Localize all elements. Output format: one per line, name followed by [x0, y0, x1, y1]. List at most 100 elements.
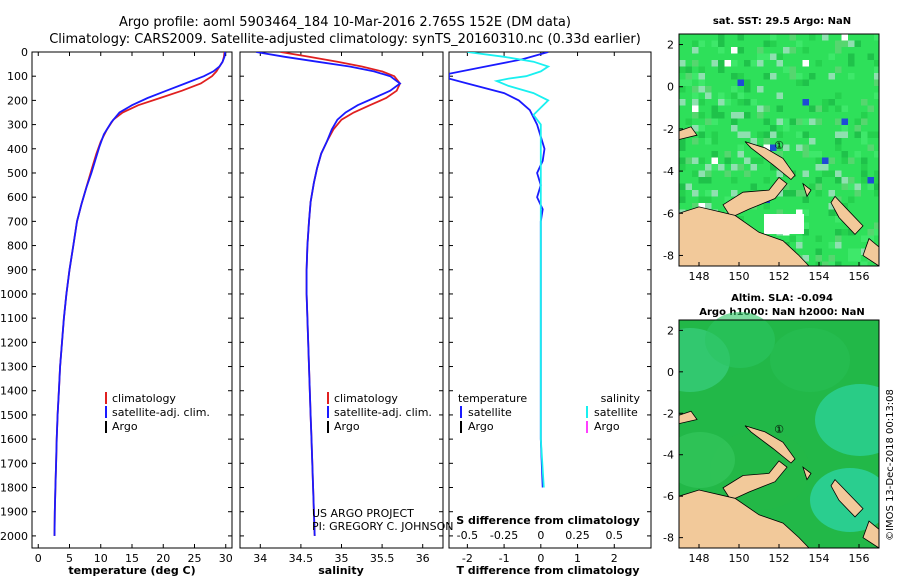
- x-tick-label: -2: [462, 552, 473, 565]
- x-tick-label: 35: [335, 552, 349, 565]
- difference-depth-ticks: [449, 51, 651, 537]
- sst-cell: [867, 131, 874, 138]
- sst-cell: [848, 73, 855, 80]
- land-1: [679, 206, 810, 266]
- sst-cell: [737, 47, 744, 54]
- sst-cell: [835, 131, 842, 138]
- sst-land: [679, 126, 879, 266]
- sst-cell: [848, 79, 855, 86]
- sst-cell: [835, 47, 842, 54]
- sst-cell: [828, 157, 835, 164]
- lon-tick-label: 152: [769, 552, 790, 565]
- sst-cell: [802, 229, 809, 236]
- sst-cell: [705, 138, 712, 145]
- sst-cell: [809, 73, 816, 80]
- depth-tick-label: 400: [7, 143, 28, 156]
- sst-cell: [737, 73, 744, 80]
- sst-cell: [711, 60, 718, 67]
- sst-cell: [874, 92, 879, 99]
- sst-cell: [828, 53, 835, 60]
- sst-cell: [770, 73, 777, 80]
- sst-cell: [698, 131, 705, 138]
- sst-cell: [848, 53, 855, 60]
- sst-cell: [822, 261, 829, 266]
- t-difference-x-axis: -2 -1 0 1 2: [462, 52, 618, 565]
- sst-cell: [744, 79, 751, 86]
- sst-cell: [744, 112, 751, 119]
- sst-cell: [854, 248, 861, 255]
- sst-cell: [848, 196, 855, 203]
- sst-cell: [841, 125, 848, 132]
- sst-cell: [731, 118, 738, 125]
- sst-map-panel: sat. SST: 29.5 Argo: NaN 148 150 152 154 156…: [663, 16, 880, 283]
- sst-cell: [763, 105, 770, 112]
- sst-cell: [698, 203, 705, 210]
- legend-label-climatology: climatology: [112, 392, 176, 405]
- depth-tick-label: 1400: [0, 385, 28, 398]
- sst-cell: [835, 216, 842, 223]
- sst-cell: [796, 73, 803, 80]
- sst-cell: [848, 157, 855, 164]
- lat-tick-label: 0: [667, 366, 674, 379]
- sst-cell: [854, 242, 861, 249]
- sst-cell: [724, 157, 731, 164]
- temperature-x-label: temperature (deg C): [68, 564, 195, 577]
- sst-cell: [744, 170, 751, 177]
- sst-cell: [841, 183, 848, 190]
- sst-cell: [861, 157, 868, 164]
- sst-cell: [828, 229, 835, 236]
- sst-cell: [815, 177, 822, 184]
- sst-cell: [724, 190, 731, 197]
- sst-cell: [783, 47, 790, 54]
- depth-tick-label: 1000: [0, 288, 28, 301]
- sst-cell: [822, 248, 829, 255]
- sst-cell: [809, 183, 816, 190]
- land-5: [679, 410, 698, 425]
- sst-cell: [783, 125, 790, 132]
- sst-cell: [679, 79, 686, 86]
- sst-cell: [783, 190, 790, 197]
- sst-cell: [731, 47, 738, 54]
- sst-cell: [692, 112, 699, 119]
- difference-panel: -2 -1 0 1 2 -0.5 -0.25 0 0.25 0.5 T difference f…: [448, 51, 652, 577]
- legend-label-temperature: temperature: [458, 392, 527, 405]
- s-tick-label: 0: [537, 529, 544, 542]
- sst-cell: [731, 112, 738, 119]
- float-position-marker: ①: [774, 423, 784, 436]
- sst-cell: [698, 86, 705, 93]
- sst-cell: [698, 157, 705, 164]
- x-tick-label: -1: [499, 552, 510, 565]
- x-tick-label: 10: [94, 552, 108, 565]
- sst-cell: [841, 242, 848, 249]
- sst-cell: [835, 177, 842, 184]
- sst-cell: [841, 151, 848, 158]
- sst-cell: [861, 118, 868, 125]
- figure-title-line2: Climatology: CARS2009. Satellite-adjuste…: [49, 32, 641, 47]
- sst-cell: [750, 151, 757, 158]
- sst-cell: [711, 164, 718, 171]
- sst-cell: [731, 125, 738, 132]
- sst-cell: [835, 242, 842, 249]
- sst-cell: [718, 40, 725, 47]
- sst-cell: [744, 157, 751, 164]
- sst-cell: [705, 203, 712, 210]
- sst-cell: [718, 92, 725, 99]
- difference-plot-frame: [448, 51, 652, 549]
- lat-tick-label: 0: [667, 81, 674, 94]
- sst-cell: [757, 131, 764, 138]
- sst-cell: [815, 248, 822, 255]
- depth-tick-label: 1900: [0, 506, 28, 519]
- land-1: [679, 489, 810, 548]
- sst-cell: [802, 196, 809, 203]
- sst-cell: [757, 138, 764, 145]
- sst-cell: [861, 261, 868, 266]
- s-tick-label: -0.25: [490, 529, 518, 542]
- sst-cell: [783, 73, 790, 80]
- sst-cell: [867, 222, 874, 229]
- sst-cell: [724, 118, 731, 125]
- sst-cell: [828, 125, 835, 132]
- sst-cell: [848, 229, 855, 236]
- land-4: [862, 520, 879, 548]
- x-tick-label: 0: [537, 552, 544, 565]
- sst-cell: [698, 125, 705, 132]
